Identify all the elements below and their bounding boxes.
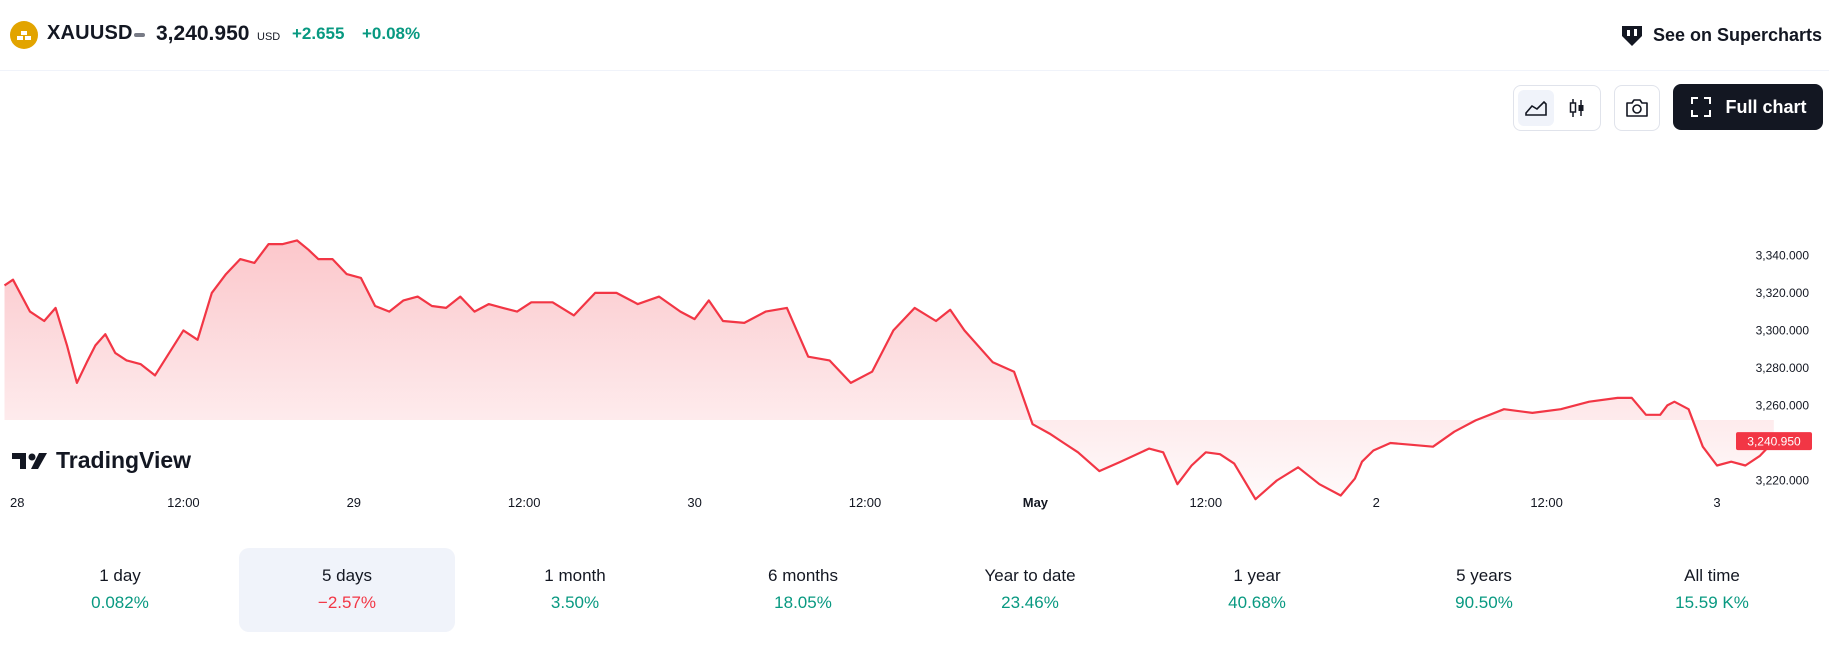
price-change: +2.655 <box>292 24 345 43</box>
camera-icon <box>1626 99 1648 117</box>
timeframe-tab[interactable]: Year to date 23.46% <box>922 548 1138 632</box>
timeframe-change: 23.46% <box>1001 593 1059 612</box>
timeframe-change: 90.50% <box>1455 593 1513 612</box>
chart-style-toggle <box>1513 85 1601 131</box>
timeframe-tab[interactable]: All time 15.59 K% <box>1604 548 1820 632</box>
gold-symbol-icon <box>10 21 38 49</box>
supercharts-label: See on Supercharts <box>1652 24 1822 45</box>
fullscreen-icon <box>1691 97 1712 117</box>
current-price: 3,240.950 <box>156 22 250 45</box>
tradingview-logo-icon <box>12 452 47 469</box>
market-flat-icon <box>134 33 145 37</box>
timeframe-change: −2.57% <box>317 593 377 612</box>
x-tick-label: 2 <box>1373 495 1380 510</box>
timeframe-tab[interactable]: 5 years 90.50% <box>1376 548 1592 632</box>
area-chart-button[interactable] <box>1518 90 1554 126</box>
y-tick-label: 3,340.000 <box>1756 248 1810 262</box>
x-tick-label: 12:00 <box>1190 495 1223 510</box>
timeframe-tab[interactable]: 1 month 3.50% <box>467 548 683 632</box>
symbol-name[interactable]: XAUUSD <box>47 22 133 44</box>
x-tick-label: 12:00 <box>849 495 882 510</box>
x-axis-labels: 28 12:00 29 12:00 30 12:00 May 12:00 2 12:00 3 <box>10 495 1721 510</box>
timeframe-tab[interactable]: 6 months 18.05% <box>695 548 911 632</box>
timeframe-tab[interactable]: 1 year 40.68% <box>1149 548 1365 632</box>
timeframe-label: Year to date <box>984 566 1076 585</box>
x-tick-label: May <box>1023 495 1049 510</box>
y-tick-label: 3,260.000 <box>1756 398 1810 412</box>
x-tick-label: 12:00 <box>167 495 200 510</box>
timeframe-label: 1 year <box>1233 566 1281 585</box>
price-chart[interactable]: 3,340.000 3,320.000 3,300.000 3,280.000 3,26… <box>0 130 1829 520</box>
y-tick-label: 3,300.000 <box>1756 323 1810 337</box>
timeframe-label: 1 month <box>544 566 606 585</box>
screenshot-button[interactable] <box>1614 85 1660 131</box>
last-price-badge <box>1736 432 1812 451</box>
price-currency: USD <box>257 31 281 43</box>
last-price-marker: 3,240.950 <box>1736 432 1812 451</box>
timeframe-label: All time <box>1684 566 1740 585</box>
timeframe-label: 5 days <box>321 566 373 585</box>
last-price-label: 3,240.950 <box>1747 435 1801 449</box>
symbol-header: XAUUSD 3,240.950 USD +2.655 +0.08% See o… <box>0 0 1829 71</box>
timeframe-change: 0.082% <box>91 593 149 612</box>
timeframe-tabs: 1 day 0.082% 5 days −2.57% 1 month 3.50% 6 mon… <box>0 548 1829 632</box>
timeframe-label: 6 months <box>768 566 838 585</box>
price-line <box>3 239 1775 501</box>
x-tick-label: 30 <box>687 495 701 510</box>
timeframe-change: 18.05% <box>774 593 832 612</box>
candles-button[interactable] <box>1559 90 1595 126</box>
timeframe-change: 40.68% <box>1228 593 1286 612</box>
timeframe-label: 5 years <box>1456 566 1512 585</box>
y-axis-labels: 3,340.000 3,320.000 3,300.000 3,280.000 3,26… <box>1756 248 1810 487</box>
tradingview-label: TradingView <box>56 447 192 473</box>
timeframe-tab[interactable]: 1 day 0.082% <box>12 548 228 632</box>
x-tick-label: 28 <box>10 495 24 510</box>
timeframe-label: 1 day <box>99 566 141 585</box>
x-tick-label: 12:00 <box>508 495 541 510</box>
tradingview-watermark: TradingView <box>12 447 191 474</box>
full-chart-label: Full chart <box>1725 96 1807 117</box>
y-tick-label: 3,220.000 <box>1756 473 1810 487</box>
x-tick-label: 12:00 <box>1530 495 1563 510</box>
full-chart-button[interactable]: Full chart <box>1673 84 1823 130</box>
price-area-fill <box>4 240 1774 500</box>
area-chart-icon <box>1525 100 1547 116</box>
timeframe-tab[interactable]: 5 days −2.57% <box>239 548 455 632</box>
timeframe-change: 3.50% <box>550 593 600 612</box>
price-change-percent: +0.08% <box>362 24 421 43</box>
x-tick-label: 3 <box>1713 495 1720 510</box>
y-tick-label: 3,320.000 <box>1756 286 1810 300</box>
supercharts-icon <box>1621 26 1642 46</box>
timeframe-change: 15.59 K% <box>1675 593 1749 612</box>
x-tick-label: 29 <box>347 495 361 510</box>
candles-icon <box>1569 99 1584 117</box>
see-on-supercharts-link[interactable]: See on Supercharts <box>1619 18 1822 52</box>
y-tick-label: 3,280.000 <box>1756 361 1810 375</box>
